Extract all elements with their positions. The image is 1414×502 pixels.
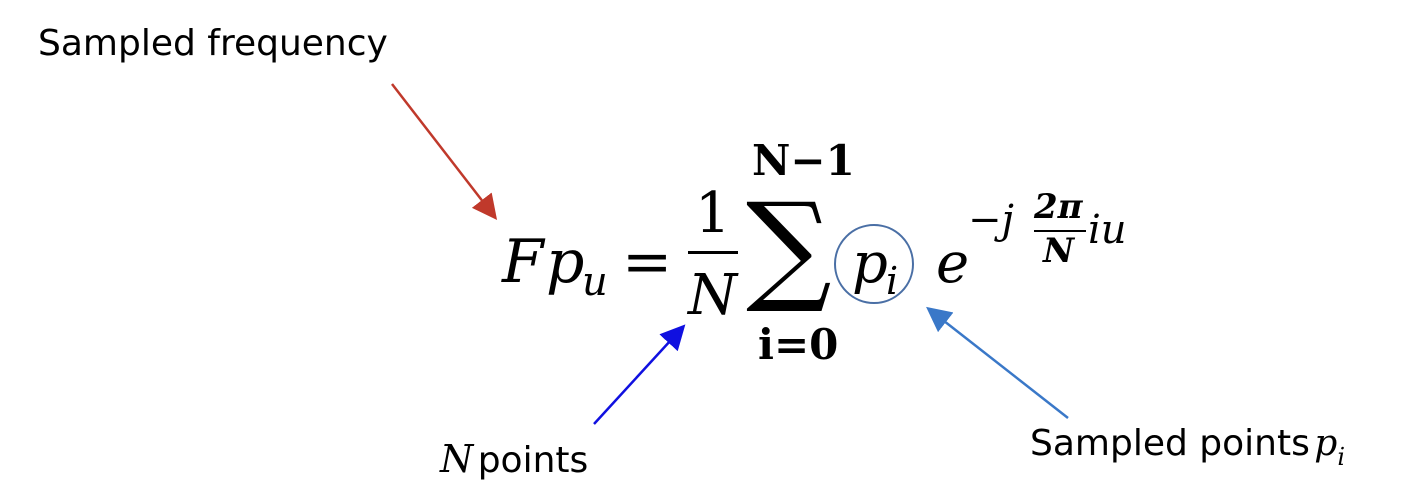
equals-sign: =	[622, 227, 673, 297]
sampled-points-text: Sampled points	[1030, 423, 1310, 464]
sampled-frequency-label: Sampled frequency	[38, 23, 388, 64]
sampled-points-arrow	[926, 306, 1069, 419]
pi-highlight-circle	[834, 224, 914, 304]
fraction-denominator: N	[688, 263, 737, 328]
n-points-variable: N	[440, 437, 474, 481]
lhs-F: F	[502, 227, 544, 297]
lhs-p: p	[546, 227, 585, 297]
n-points-text: points	[477, 440, 589, 481]
sampled-points-variable: p	[1314, 423, 1338, 464]
sampled-frequency-arrow	[391, 83, 498, 220]
exp-fraction-bar	[1034, 230, 1086, 232]
sum-upper-limit: N−1	[752, 136, 855, 185]
n-points-label: N points	[440, 440, 588, 479]
exp-base-e: e	[936, 231, 970, 296]
exp-fraction-denominator: N	[1043, 231, 1075, 271]
exp-fraction-numerator: 2π	[1034, 187, 1083, 227]
sum-lower-limit: i=0	[758, 320, 839, 369]
sampled-points-label: Sampled points pi	[1030, 423, 1345, 470]
fraction-numerator: 1	[695, 181, 731, 246]
fraction-bar	[688, 251, 738, 254]
summation-symbol: ∑	[746, 178, 832, 317]
sampled-points-subscript: i	[1337, 443, 1346, 471]
term-subscript-i: i	[886, 259, 899, 303]
term-p: p	[852, 231, 888, 296]
lhs-subscript-u: u	[582, 259, 608, 305]
exp-tail: iu	[1088, 207, 1127, 253]
n-points-arrow	[593, 324, 686, 425]
exp-sign: −j	[968, 197, 1014, 243]
